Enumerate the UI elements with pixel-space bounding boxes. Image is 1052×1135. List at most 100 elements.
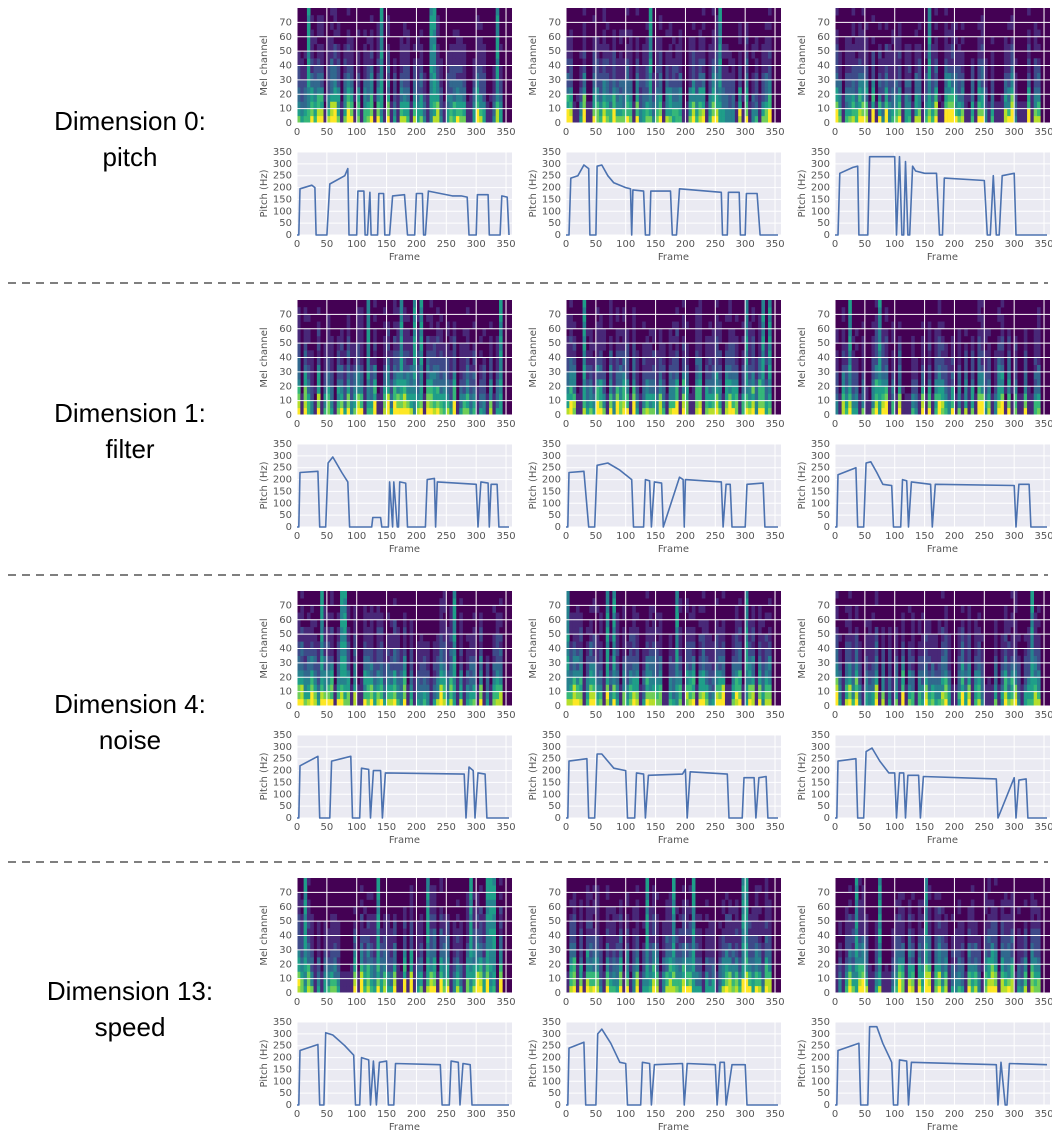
spectrogram-cell (695, 386, 699, 393)
x-tick-label: 50 (858, 419, 871, 430)
y-tick-label: 250 (273, 463, 292, 474)
y-tick-label: 40 (548, 353, 561, 364)
spectrogram-cell (838, 109, 842, 116)
spectrogram-cell (712, 379, 716, 386)
spectrogram-cell (881, 80, 885, 87)
spectrogram-cell (330, 613, 334, 620)
spectrogram-cell (698, 372, 702, 379)
spectrogram-cell (675, 109, 679, 116)
spectrogram-cell (928, 109, 932, 116)
spectrogram-cell (718, 336, 722, 343)
spectrogram-cell (479, 620, 483, 627)
spectrogram-cell (1004, 44, 1008, 51)
spectrogram-cell (1004, 94, 1008, 101)
spectrogram-cell (569, 30, 573, 37)
spectrogram-cell (698, 401, 702, 408)
spectrogram-cell (958, 101, 962, 108)
spectrogram-cell (304, 372, 308, 379)
spectrogram-cell (616, 109, 620, 116)
spectrogram-cell (489, 116, 493, 123)
spectrogram-cell (848, 358, 852, 365)
x-tick-label: 50 (320, 710, 333, 721)
spectrogram-cell (619, 393, 623, 400)
spectrogram-cell (406, 393, 410, 400)
spectrogram-cell (363, 94, 367, 101)
spectrogram-cell (639, 66, 643, 73)
spectrogram-cell (343, 684, 347, 691)
spectrogram-cell (307, 22, 311, 29)
spectrogram-cell (433, 386, 437, 393)
spectrogram-cell (662, 379, 666, 386)
spectrogram-cell (410, 350, 414, 357)
spectrogram-cell (725, 109, 729, 116)
spectrogram-cell (297, 401, 301, 408)
spectrogram-cell (376, 684, 380, 691)
spectrogram-cell (918, 51, 922, 58)
spectrogram-cell (1024, 401, 1028, 408)
spectrogram-cell (403, 649, 407, 656)
spectrogram-cell (400, 358, 404, 365)
spectrogram-cell (439, 372, 443, 379)
spectrogram-cell (964, 372, 968, 379)
spectrogram-cell (1011, 109, 1015, 116)
spectrogram-cell (898, 66, 902, 73)
spectrogram-cell (576, 401, 580, 408)
spectrogram-cell (1011, 51, 1015, 58)
spectrogram-cell (340, 598, 344, 605)
row-name: pitch (103, 142, 158, 172)
spectrogram-cell (376, 22, 380, 29)
spectrogram-cell (961, 87, 965, 94)
spectrogram-cell (918, 87, 922, 94)
spectrogram-cell (579, 656, 583, 663)
spectrogram-cell (347, 336, 351, 343)
spectrogram-cell (692, 51, 696, 58)
y-tick-label: 50 (548, 46, 561, 57)
spectrogram-cell (586, 692, 590, 699)
spectrogram-cell (566, 314, 570, 321)
spectrogram-cell (1007, 336, 1011, 343)
spectrogram-cell (360, 372, 364, 379)
spectrogram-cell (443, 699, 447, 706)
spectrogram-cell (855, 372, 859, 379)
spectrogram-cell (948, 51, 952, 58)
spectrogram-cell (751, 94, 755, 101)
x-tick-label: 50 (320, 419, 333, 430)
spectrogram-cell (981, 44, 985, 51)
spectrogram-cell (852, 30, 856, 37)
spectrogram-cell (436, 358, 440, 365)
spectrogram-cell (390, 692, 394, 699)
spectrogram-cell (758, 350, 762, 357)
spectrogram-cell (466, 401, 470, 408)
spectrogram-cell (363, 620, 367, 627)
spectrogram-cell (1001, 94, 1005, 101)
spectrogram-cell (426, 350, 430, 357)
spectrogram-cell (453, 101, 457, 108)
spectrogram-cell (768, 379, 772, 386)
spectrogram-cell (858, 51, 862, 58)
spectrogram-cell (875, 350, 879, 357)
spectrogram-cell (885, 307, 889, 314)
x-tick-label: 350 (496, 127, 515, 138)
spectrogram-cell (848, 37, 852, 44)
y-tick-label: 300 (542, 451, 561, 462)
spectrogram-cell (878, 66, 882, 73)
spectrogram-cell (871, 101, 875, 108)
spectrogram-cell (629, 87, 633, 94)
spectrogram-cell (376, 670, 380, 677)
spectrogram-cell (492, 408, 496, 415)
spectrogram-cell (396, 343, 400, 350)
spectrogram-cell (852, 58, 856, 65)
spectrogram-cell (712, 80, 716, 87)
spectrogram-cell (589, 386, 593, 393)
spectrogram-cell (725, 350, 729, 357)
spectrogram-cell (463, 51, 467, 58)
spectrogram-cell (722, 109, 726, 116)
spectrogram-cell (583, 51, 587, 58)
spectrogram-cell (573, 692, 577, 699)
spectrogram-cell (443, 408, 447, 415)
spectrogram-cell (429, 300, 433, 307)
spectrogram-cell (376, 393, 380, 400)
spectrogram-cell (708, 372, 712, 379)
spectrogram-cell (944, 58, 948, 65)
spectrogram-cell (629, 37, 633, 44)
